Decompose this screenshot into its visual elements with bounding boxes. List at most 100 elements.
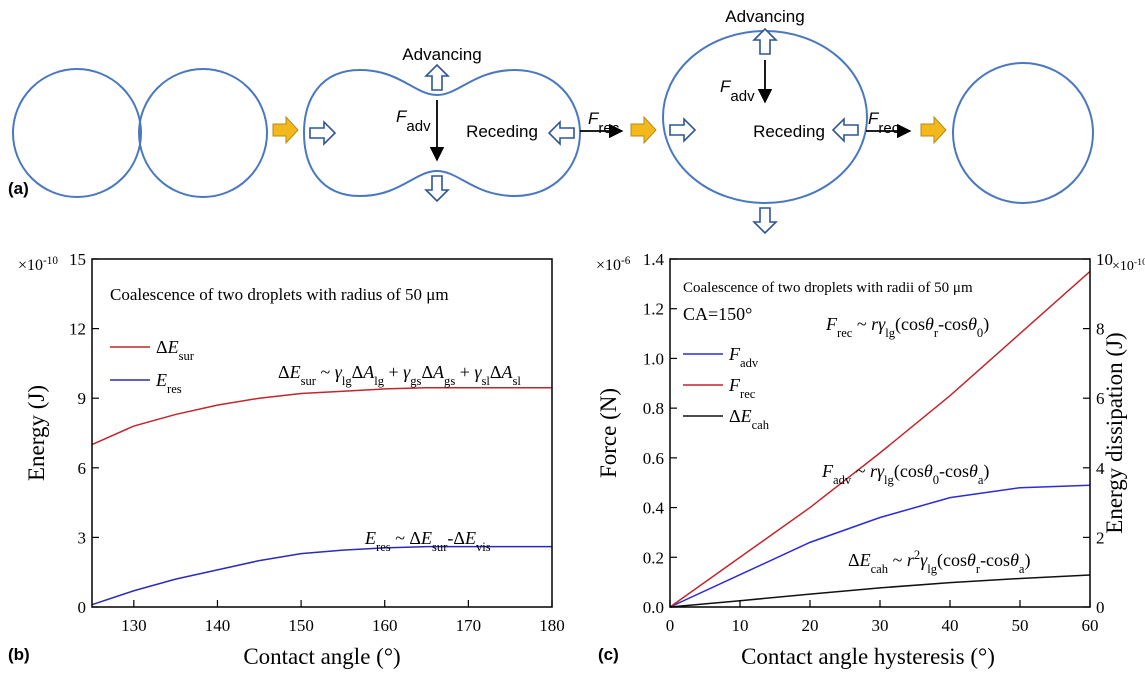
data-line bbox=[91, 387, 552, 446]
y-tick-label: 9 bbox=[78, 389, 87, 408]
text-segment: r bbox=[934, 326, 939, 340]
subscript: rec bbox=[598, 120, 619, 137]
text-segment: F bbox=[821, 461, 834, 481]
symbol: F bbox=[868, 109, 880, 128]
text-segment: ~ bbox=[851, 461, 870, 481]
y-tick-label: 15 bbox=[69, 250, 86, 269]
text-segment: 0 bbox=[933, 473, 939, 487]
text-segment: adv bbox=[740, 356, 759, 370]
text-segment: -cos bbox=[939, 461, 969, 481]
text-segment: ×10 bbox=[1112, 259, 1134, 274]
text-segment: a bbox=[978, 473, 984, 487]
text-segment: Δ bbox=[421, 362, 433, 382]
merging-droplet bbox=[302, 68, 582, 198]
annotation: CA=150° bbox=[683, 304, 752, 324]
text-segment: r bbox=[976, 562, 981, 576]
text-segment: res bbox=[376, 540, 391, 554]
y-tick-label: 1.4 bbox=[643, 250, 665, 269]
text-segment: sl bbox=[512, 374, 521, 388]
text-segment: a bbox=[1019, 562, 1025, 576]
text-segment: rec bbox=[740, 387, 756, 401]
y-tick-label: 0.4 bbox=[643, 499, 665, 518]
y2-tick-label: 6 bbox=[1096, 389, 1105, 408]
x-tick-label: 0 bbox=[666, 616, 675, 635]
text-segment: + bbox=[384, 362, 403, 382]
text-segment: γ bbox=[920, 550, 928, 570]
flow-arrow bbox=[753, 28, 777, 55]
x-tick-label: 170 bbox=[456, 616, 482, 635]
text-segment: sur bbox=[301, 374, 317, 388]
text-segment: γ bbox=[474, 362, 482, 382]
text-segment: γ bbox=[335, 362, 343, 382]
text-segment: E bbox=[289, 362, 301, 382]
force-label: Fadv bbox=[396, 107, 431, 135]
step-arrow bbox=[920, 116, 947, 144]
legend-label: Frec bbox=[728, 375, 756, 401]
text-segment: -Δ bbox=[447, 528, 465, 548]
text-segment: 2 bbox=[914, 548, 920, 562]
text-segment: rγ bbox=[870, 461, 885, 481]
y2-tick-label: 2 bbox=[1096, 528, 1105, 547]
text-segment: ) bbox=[983, 461, 989, 482]
x-axis-label: Contact angle (°) bbox=[243, 644, 400, 669]
droplet bbox=[138, 68, 268, 198]
text-segment: Δ bbox=[490, 362, 502, 382]
x-tick-label: 50 bbox=[1012, 616, 1029, 635]
panel-label: (c) bbox=[598, 645, 619, 664]
panel-label: (b) bbox=[8, 645, 30, 664]
text-segment: 0 bbox=[977, 326, 983, 340]
text-segment: -10 bbox=[1134, 257, 1145, 268]
text-segment: adv bbox=[833, 473, 852, 487]
equation: Frec ~ rγlg(cosθr-cosθ0) bbox=[825, 314, 989, 340]
text-segment: E bbox=[464, 528, 476, 548]
x-tick-label: 150 bbox=[288, 616, 314, 635]
text-segment: F bbox=[728, 375, 741, 395]
legend-label: Eres bbox=[155, 370, 182, 396]
text-segment: cah bbox=[752, 418, 770, 432]
step-arrow bbox=[272, 116, 299, 144]
symbol: F bbox=[588, 109, 600, 128]
text-segment: Δ bbox=[848, 550, 860, 570]
text-segment: ×10 bbox=[596, 257, 621, 274]
x-tick-label: 60 bbox=[1082, 616, 1099, 635]
x-tick-label: 140 bbox=[205, 616, 231, 635]
x-axis-label: Contact angle hysteresis (°) bbox=[741, 644, 995, 669]
text-segment: r bbox=[907, 550, 915, 570]
droplet bbox=[12, 68, 142, 198]
text-segment: res bbox=[167, 382, 182, 396]
panel-a: Advancing Receding Advancing Receding Fa… bbox=[8, 7, 1094, 234]
text-segment: lg bbox=[885, 326, 895, 340]
text-segment: (cos bbox=[895, 314, 925, 335]
text-segment: sur bbox=[179, 349, 195, 363]
text-segment: lg bbox=[884, 473, 894, 487]
symbol: F bbox=[396, 107, 408, 126]
axis-multiplier: ×10-6 bbox=[596, 255, 631, 274]
y-tick-label: 1.2 bbox=[643, 300, 664, 319]
label: Receding bbox=[753, 122, 825, 141]
text-segment: F bbox=[825, 314, 838, 334]
text-segment: θ bbox=[968, 314, 977, 334]
data-line bbox=[669, 270, 1091, 608]
legend-label: Fadv bbox=[728, 344, 759, 370]
y-tick-label: 12 bbox=[69, 320, 86, 339]
data-line bbox=[91, 545, 552, 606]
equation: Eres ~ ΔEsur-ΔEvis bbox=[364, 528, 491, 554]
y-axis-label: Force (N) bbox=[596, 388, 621, 478]
axis-multiplier: ×10-10 bbox=[18, 255, 58, 274]
text-segment: sl bbox=[481, 374, 490, 388]
equation: Fadv ~ rγlg(cosθ0-cosθa) bbox=[821, 461, 989, 487]
chart-title: Coalescence of two droplets with radius … bbox=[110, 285, 449, 304]
text-segment: (cos bbox=[894, 461, 924, 482]
text-segment: rec bbox=[837, 326, 853, 340]
y-tick-label: 0.2 bbox=[643, 548, 664, 567]
y2-tick-label: 0 bbox=[1096, 598, 1105, 617]
x-tick-label: 160 bbox=[372, 616, 398, 635]
y-tick-label: 0.6 bbox=[643, 449, 664, 468]
text-segment: θ bbox=[1010, 550, 1019, 570]
text-segment: θ bbox=[967, 550, 976, 570]
flow-arrow bbox=[309, 121, 336, 145]
flow-arrow bbox=[669, 118, 696, 142]
text-segment: (cos bbox=[937, 550, 967, 571]
